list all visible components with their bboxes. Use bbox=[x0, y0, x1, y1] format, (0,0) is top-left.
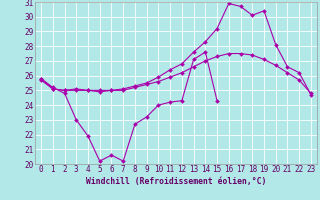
X-axis label: Windchill (Refroidissement éolien,°C): Windchill (Refroidissement éolien,°C) bbox=[86, 177, 266, 186]
